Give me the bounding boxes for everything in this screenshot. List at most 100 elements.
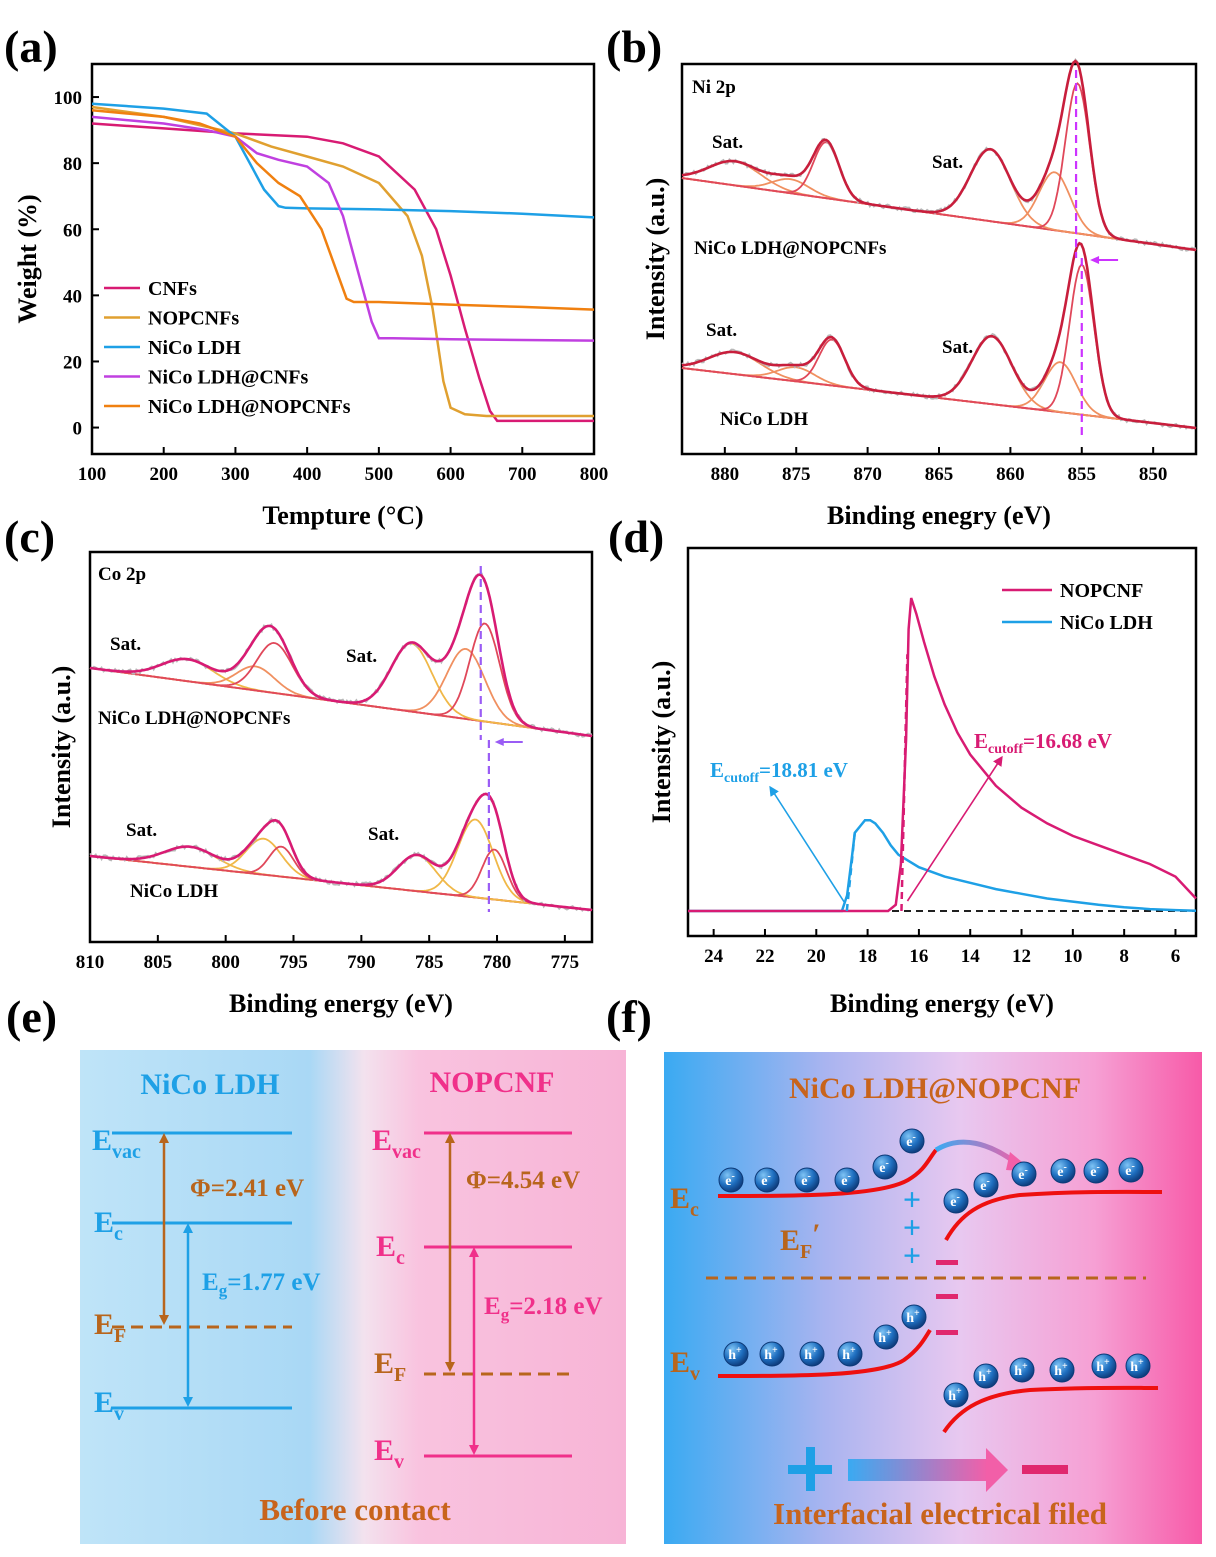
legend-d-label-1: NOPCNF xyxy=(1060,580,1143,602)
a-ytick-label-1: 20 xyxy=(63,352,82,373)
chart-c-co2p: 810 805 800 795 790 785 780 775 Co 2p Sat. Sat.… xyxy=(47,550,594,1018)
d-xtick-label-6: 12 xyxy=(1012,946,1031,967)
electron-10: e- xyxy=(1083,1158,1109,1184)
svg-text:e-: e- xyxy=(801,1171,811,1189)
chart-b-ylabel: Intensity (a.u.) xyxy=(641,178,670,341)
b-xtick-label-2: 870 xyxy=(853,464,882,485)
panel-f-caption: Interfacial electrical filed xyxy=(773,1496,1107,1531)
chart-d-annotation-1: Ecutoff=18.81 eV xyxy=(710,758,848,786)
d-series-line-1 xyxy=(688,597,1197,913)
c-envelope-1 xyxy=(89,792,593,912)
hole-9: h+ xyxy=(1049,1357,1075,1383)
c-xtick-label-7: 775 xyxy=(551,952,580,973)
chart-c-sat-2: Sat. xyxy=(346,646,377,667)
b-xtick-label-0: 880 xyxy=(711,464,740,485)
svg-text:h+: h+ xyxy=(906,1308,920,1326)
chart-a-lines xyxy=(91,102,595,423)
chart-c-curves xyxy=(89,566,593,912)
d-annotation-arrow-2 xyxy=(906,755,1003,902)
a-ytick-label-2: 40 xyxy=(63,286,82,307)
field-plus-vertical xyxy=(806,1447,815,1491)
panel-f-ec-label: Ec xyxy=(670,1182,699,1221)
svg-text:e-: e- xyxy=(950,1192,960,1210)
c-envelope-0 xyxy=(89,573,593,738)
d-xtick-label-9: 6 xyxy=(1171,946,1181,967)
d-xtick-label-1: 22 xyxy=(755,946,774,967)
electron-6: e- xyxy=(943,1188,969,1214)
svg-text:e-: e- xyxy=(1125,1161,1135,1179)
space-charge-plus: + + + xyxy=(903,1181,921,1273)
b-envelope-0 xyxy=(681,59,1197,252)
chart-b-sat-3: Sat. xyxy=(706,320,737,341)
hole-5: h+ xyxy=(901,1304,927,1330)
left-evac-label: Evac xyxy=(92,1124,141,1163)
chart-a-legend: CNFs NOPCNFs NiCo LDH NiCo LDH@CNFs NiCo LDH… xyxy=(104,278,351,418)
c-shift-arrowhead xyxy=(494,738,504,746)
a-series-line-4 xyxy=(91,109,595,311)
svg-text:e-: e- xyxy=(761,1171,771,1189)
ev-band-left xyxy=(717,1328,932,1378)
c-xtick-label-2: 800 xyxy=(211,952,240,973)
chart-c-title: Co 2p xyxy=(98,564,146,585)
right-ef-label: EF xyxy=(374,1347,406,1386)
hole-1: h+ xyxy=(759,1341,785,1367)
chart-b-sat-2: Sat. xyxy=(932,152,963,173)
chart-d-xlabel: Binding energy (eV) xyxy=(830,989,1054,1018)
d-xtick-label-5: 14 xyxy=(961,946,981,967)
left-ev-label: Ev xyxy=(94,1386,124,1425)
chart-c-ylabel: Intensity (a.u.) xyxy=(47,666,76,829)
space-charge-minus xyxy=(936,1260,958,1335)
svg-text:e-: e- xyxy=(841,1171,851,1189)
plus-charge-2: + xyxy=(903,1209,921,1245)
chart-b-series-label-1: NiCo LDH@NOPCNFs xyxy=(694,238,886,259)
a-xtick-label-0: 100 xyxy=(78,464,107,485)
electron-4: e- xyxy=(872,1154,898,1180)
chart-d-frame xyxy=(686,546,1198,938)
electron-9: e- xyxy=(1050,1158,1076,1184)
hole-11: h+ xyxy=(1125,1353,1151,1379)
hole-2: h+ xyxy=(799,1341,825,1367)
right-eg-label: Eg=2.18 eV xyxy=(484,1293,603,1324)
a-ytick-label-0: 0 xyxy=(73,419,83,440)
a-xtick-label-2: 300 xyxy=(221,464,250,485)
svg-text:e-: e- xyxy=(906,1132,916,1150)
chart-a-ylabel: Weight (%) xyxy=(13,194,42,323)
svg-text:h+: h+ xyxy=(1096,1357,1110,1375)
field-arrow-head xyxy=(986,1448,1008,1492)
hole-3: h+ xyxy=(837,1341,863,1367)
c-xtick-label-5: 785 xyxy=(415,952,444,973)
c-xtick-label-3: 795 xyxy=(279,952,308,973)
d-xtick-label-8: 8 xyxy=(1119,946,1129,967)
svg-text:e-: e- xyxy=(980,1176,990,1194)
c-xtick-label-1: 805 xyxy=(144,952,173,973)
panel-label-d: (d) xyxy=(608,511,664,562)
a-series-line-3 xyxy=(91,115,595,342)
svg-text:h+: h+ xyxy=(764,1345,778,1363)
svg-text:h+: h+ xyxy=(978,1367,992,1385)
chart-b-curves xyxy=(681,58,1197,436)
panel-e-left-title: NiCo LDH xyxy=(140,1068,279,1101)
chart-b-sat-1: Sat. xyxy=(712,132,743,153)
right-evac-label: Evac xyxy=(372,1124,421,1163)
chart-a-frame xyxy=(90,62,596,456)
right-ec-label: Ec xyxy=(376,1230,405,1269)
left-ec-label: Ec xyxy=(94,1206,123,1245)
a-xtick-label-1: 200 xyxy=(149,464,178,485)
panel-f-title: NiCo LDH@NOPCNF xyxy=(789,1072,1081,1105)
svg-text:h+: h+ xyxy=(804,1345,818,1363)
svg-text:e-: e- xyxy=(879,1158,889,1176)
chart-d-ylabel: Intensity (a.u.) xyxy=(647,661,676,824)
a-series-line-0 xyxy=(91,122,594,423)
chart-b-ni2p: 880 875 870 865 860 855 850 Ni 2p Sat. Sat. Sa… xyxy=(641,58,1198,530)
minus-charge-1 xyxy=(936,1260,958,1265)
minus-charge-2 xyxy=(936,1294,958,1299)
panel-label-b: (b) xyxy=(606,21,662,72)
panel-f-ef-label: EF′ xyxy=(780,1218,821,1263)
b-component-1-5 xyxy=(681,263,1197,429)
plus-charge-1: + xyxy=(903,1181,921,1217)
a-xtick-label-5: 600 xyxy=(436,464,465,485)
band-diagram-before-contact: NiCo LDH NOPCNF Evac Ec EF Ev Φ=2.41 eV … xyxy=(80,1050,626,1544)
a-ytick-label-3: 60 xyxy=(63,220,82,241)
right-phi-label: Φ=4.54 eV xyxy=(466,1167,580,1194)
a-series-line-2 xyxy=(91,102,595,219)
